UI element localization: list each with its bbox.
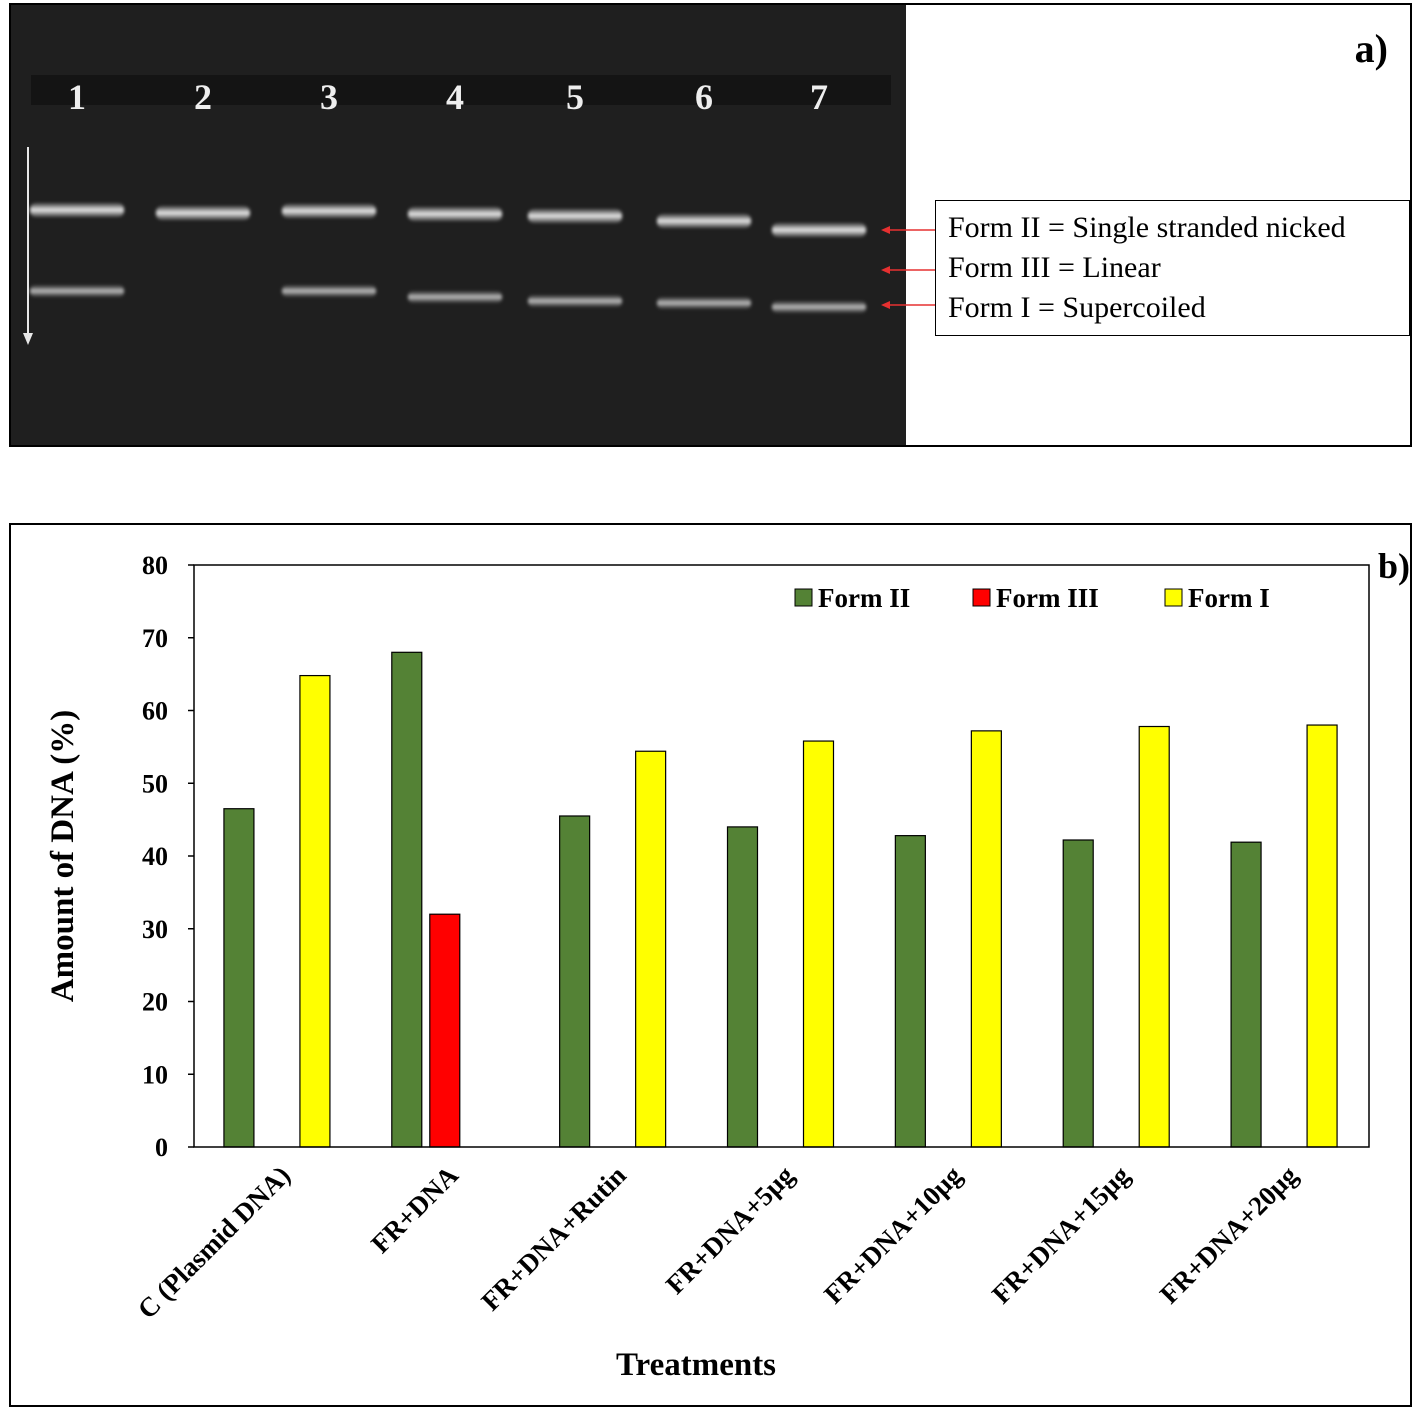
bar-form-i <box>635 750 667 1148</box>
y-tick-label: 70 <box>142 624 168 653</box>
x-category-label: FR+DNA <box>365 1160 464 1259</box>
gel-band-form-i <box>30 285 124 297</box>
bar-form-ii <box>1062 839 1094 1148</box>
gel-legend-box: Form II = Single stranded nicked Form II… <box>935 200 1410 336</box>
gel-band-form-ii <box>156 206 250 220</box>
bar-form-ii <box>223 808 255 1148</box>
panel-a-label: a) <box>1354 26 1388 71</box>
x-category-label: FR+DNA+10µg <box>818 1160 968 1310</box>
gel-band-form-ii <box>408 207 502 221</box>
gel-band-form-i <box>528 295 622 307</box>
lane-label: 7 <box>810 77 828 117</box>
bar-form-i <box>1138 725 1170 1148</box>
chart-legend: Form II Form III Form I <box>794 583 1270 613</box>
plot-area <box>193 564 1370 1148</box>
bar-form-ii <box>391 651 423 1148</box>
x-category-label: FR+DNA+5µg <box>660 1160 800 1300</box>
gel-panel: 1 2 3 4 5 6 7 Form II = Single stranded nicked… <box>9 3 1412 447</box>
bar-form-i <box>299 674 331 1148</box>
x-category-label: C (Plasmid DNA) <box>132 1160 296 1324</box>
legend-form-iii: Form III = Linear <box>948 251 1161 284</box>
y-tick-label: 30 <box>142 915 168 944</box>
y-tick-label: 0 <box>155 1133 168 1162</box>
legend-form-i: Form I = Supercoiled <box>948 291 1206 324</box>
bar-form-i <box>802 740 835 1148</box>
legend-swatch <box>972 588 991 607</box>
gel-band-form-ii <box>772 223 866 237</box>
gel-band-form-ii <box>30 203 124 217</box>
bar-form-iii <box>429 913 461 1148</box>
lane-label: 5 <box>566 77 584 117</box>
gel-image: 1 2 3 4 5 6 7 <box>11 5 906 445</box>
y-axis-title: Amount of DNA (%) <box>45 710 81 1002</box>
gel-band-form-i <box>408 291 502 303</box>
legend-label: Form II <box>818 583 910 613</box>
gel-band-form-ii <box>282 204 376 218</box>
legend-label: Form III <box>996 583 1099 613</box>
y-tick-label: 80 <box>142 551 168 580</box>
x-axis-title: Treatments <box>616 1347 776 1383</box>
bar-form-ii <box>1230 841 1262 1148</box>
gel-band-form-ii <box>528 209 622 223</box>
bar-form-ii <box>726 826 759 1148</box>
x-category-label: FR+DNA+20µg <box>1154 1160 1304 1310</box>
x-category-label: FR+DNA+Rutin <box>475 1160 631 1316</box>
bar-form-i <box>1306 724 1338 1148</box>
chart-panel: 0 10 20 30 40 50 60 70 80 C (Plasmid DNA) FR+DNA F… <box>9 523 1412 1407</box>
bar-form-ii <box>559 815 591 1148</box>
migration-arrow <box>23 147 33 345</box>
lane-label: 3 <box>320 77 338 117</box>
x-category-label: FR+DNA+15µg <box>986 1160 1136 1310</box>
y-tick-label: 40 <box>142 842 168 871</box>
legend-label: Form I <box>1188 583 1270 613</box>
lane-label: 2 <box>194 77 212 117</box>
gel-band-form-i <box>282 285 376 297</box>
y-tick-label: 20 <box>142 988 168 1017</box>
lane-label: 1 <box>68 77 86 117</box>
legend-swatch <box>794 588 813 607</box>
panel-b-label: b) <box>1377 546 1410 586</box>
y-tick-label: 10 <box>142 1060 168 1089</box>
legend-swatch <box>1164 588 1183 607</box>
gel-band-form-i <box>772 301 866 313</box>
y-tick-label: 50 <box>142 769 168 798</box>
legend-form-ii: Form II = Single stranded nicked <box>948 211 1346 244</box>
lane-label: 4 <box>446 77 464 117</box>
gel-band-form-i <box>657 297 751 309</box>
gel-band-form-ii <box>657 214 751 228</box>
lane-label: 6 <box>695 77 713 117</box>
bar-form-i <box>970 730 1002 1148</box>
y-tick-label: 60 <box>142 697 168 726</box>
bar-form-ii <box>894 835 926 1148</box>
